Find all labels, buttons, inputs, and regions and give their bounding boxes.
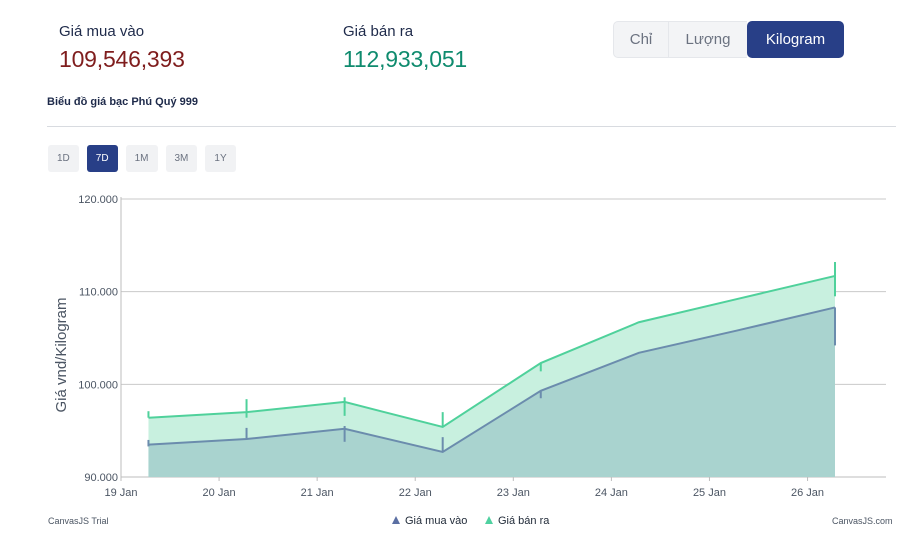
buy-price-block: Giá mua vào 109,546,393 — [59, 23, 185, 73]
legend-label-sell: Giá bán ra — [498, 515, 550, 527]
sell-price-value: 112,933,051 — [343, 46, 467, 72]
x-tick-label: 24 Jan — [595, 487, 628, 499]
y-tick-label: 90.000 — [84, 472, 118, 484]
unit-toggle: Chỉ Lượng Kilogram — [613, 21, 844, 58]
unit-kilogram-button[interactable]: Kilogram — [747, 21, 844, 58]
chart-title: Biểu đồ giá bạc Phú Quý 999 — [47, 96, 198, 108]
unit-chi-button[interactable]: Chỉ — [613, 21, 669, 58]
series-line-sell — [148, 274, 836, 429]
y-axis-title: Giá vnd/Kilogram — [53, 297, 70, 412]
series-line-buy — [148, 306, 836, 454]
x-tick-label: 19 Jan — [104, 487, 137, 499]
y-tick-label: 120.000 — [78, 194, 118, 206]
legend-label-buy: Giá mua vào — [405, 515, 467, 527]
legend-marker-buy — [392, 516, 400, 524]
unit-luong-button[interactable]: Lượng — [669, 21, 747, 58]
credit-left: CanvasJS Trial — [48, 516, 109, 526]
y-tick-label: 100.000 — [78, 379, 118, 391]
sell-price-block: Giá bán ra 112,933,051 — [343, 23, 467, 73]
x-tick-label: 23 Jan — [497, 487, 530, 499]
sell-price-label: Giá bán ra — [343, 23, 414, 40]
legend-marker-sell — [485, 516, 493, 524]
series-area-buy — [148, 307, 835, 477]
x-tick-label: 25 Jan — [693, 487, 726, 499]
x-tick-label: 26 Jan — [791, 487, 824, 499]
x-tick-label: 20 Jan — [203, 487, 236, 499]
y-tick-label: 110.000 — [79, 287, 118, 299]
credit-right[interactable]: CanvasJS.com — [832, 516, 893, 526]
buy-price-value: 109,546,393 — [59, 46, 185, 72]
range-3m-button[interactable]: 3M — [165, 145, 198, 172]
range-1y-button[interactable]: 1Y — [205, 145, 236, 172]
range-7d-button[interactable]: 7D — [86, 145, 118, 172]
range-1m-button[interactable]: 1M — [125, 145, 158, 172]
buy-price-label: Giá mua vào — [59, 23, 145, 40]
range-1d-button[interactable]: 1D — [48, 145, 79, 172]
range-selector: 1D 7D 1M 3M 1Y — [48, 145, 236, 172]
x-tick-label: 22 Jan — [399, 487, 432, 499]
x-tick-label: 21 Jan — [301, 487, 334, 499]
divider — [47, 126, 896, 127]
